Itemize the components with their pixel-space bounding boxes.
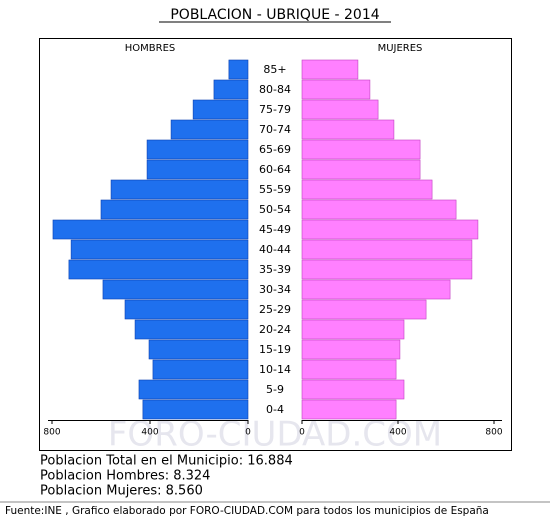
x-tick-label: 800 <box>43 428 60 438</box>
category-label: 5-9 <box>266 383 284 396</box>
category-label: 45-49 <box>259 223 291 236</box>
watermark: FORO-CIUDAD.COM <box>108 415 442 455</box>
x-tick-label: 0 <box>245 428 251 438</box>
bar <box>301 59 359 80</box>
bar <box>68 259 249 280</box>
category-label: 50-54 <box>259 203 291 216</box>
bar <box>213 79 249 100</box>
bar <box>146 159 249 180</box>
category-label: 15-19 <box>259 343 291 356</box>
bar <box>102 279 249 300</box>
x-tick-label: 400 <box>141 428 158 438</box>
category-label: 65-69 <box>259 143 291 156</box>
category-label: 25-29 <box>259 303 291 316</box>
category-label: 40-44 <box>259 243 291 256</box>
category-label: 60-64 <box>259 163 291 176</box>
bar <box>70 239 249 260</box>
bar <box>301 319 405 340</box>
plot-frame <box>39 38 512 451</box>
bar <box>301 179 433 200</box>
bar <box>170 119 249 140</box>
bar <box>301 139 421 160</box>
bar <box>148 339 249 360</box>
bar <box>301 379 405 400</box>
bar <box>100 199 249 220</box>
category-label: 80-84 <box>259 83 291 96</box>
bar <box>301 219 479 240</box>
bar <box>152 359 249 380</box>
bar <box>301 259 473 280</box>
bar <box>146 139 249 160</box>
bar <box>301 159 421 180</box>
legend-label: MUJERES <box>378 43 423 54</box>
bar <box>110 179 249 200</box>
chart-title: POBLACION - UBRIQUE - 2014 <box>170 7 379 23</box>
source: Fuente:INE , Grafico elaborado por FORO-… <box>5 505 489 517</box>
note: Poblacion Mujeres: 8.560 <box>40 484 203 499</box>
bar <box>301 199 457 220</box>
category-label: 10-14 <box>259 363 291 376</box>
bar <box>142 399 249 420</box>
x-tick-label: 400 <box>389 428 406 438</box>
bar <box>301 299 427 320</box>
bar <box>228 59 249 80</box>
bar <box>52 219 249 240</box>
x-tick-label: 0 <box>299 428 305 438</box>
note: Poblacion Hombres: 8.324 <box>40 469 210 484</box>
bar <box>124 299 249 320</box>
category-label: 20-24 <box>259 323 291 336</box>
bar <box>138 379 249 400</box>
bar <box>192 99 249 120</box>
bar <box>301 239 473 260</box>
bar <box>301 359 397 380</box>
category-label: 30-34 <box>259 283 291 296</box>
category-label: 70-74 <box>259 123 291 136</box>
x-tick-label: 800 <box>485 428 502 438</box>
bar <box>301 79 371 100</box>
category-label: 75-79 <box>259 103 291 116</box>
bar <box>301 279 451 300</box>
bar <box>301 339 401 360</box>
bar <box>301 119 395 140</box>
note: Poblacion Total en el Municipio: 16.884 <box>40 454 293 469</box>
category-label: 0-4 <box>266 403 284 416</box>
legend-label: HOMBRES <box>125 43 176 54</box>
bar <box>301 399 397 420</box>
bar <box>134 319 249 340</box>
category-label: 55-59 <box>259 183 291 196</box>
category-label: 35-39 <box>259 263 291 276</box>
bar <box>301 99 379 120</box>
category-label: 85+ <box>263 63 286 76</box>
